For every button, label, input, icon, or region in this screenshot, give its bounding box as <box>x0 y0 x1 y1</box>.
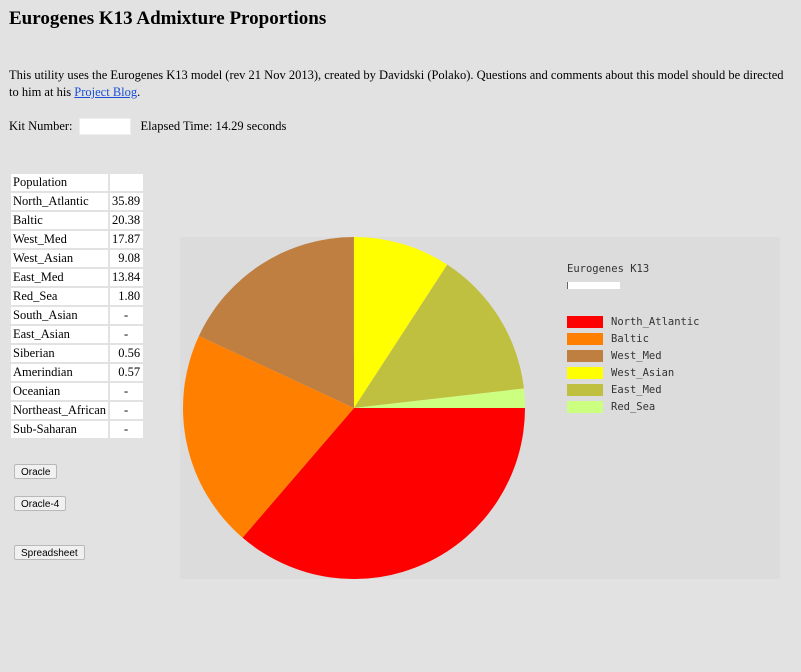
pie-slice-west-asian <box>353 237 448 408</box>
table-row: Siberian 0.56 <box>11 345 144 362</box>
intro-text: This utility uses the Eurogenes K13 mode… <box>9 68 784 99</box>
population-name: Amerindian <box>11 364 109 381</box>
table-row: South_Asian - <box>11 307 144 324</box>
legend-item: Red_Sea <box>567 398 700 415</box>
legend-swatch <box>567 400 603 413</box>
pie-chart-panel: Eurogenes K13 North_Atlantic Baltic West_M… <box>180 237 780 579</box>
legend-subtitle-box <box>567 282 620 289</box>
pie-slice-east-med <box>354 264 524 408</box>
population-name: West_Asian <box>11 250 109 267</box>
legend-swatch <box>567 332 603 345</box>
table-row: East_Med 13.84 <box>11 269 144 286</box>
oracle-4-button[interactable]: Oracle-4 <box>14 496 67 511</box>
legend-swatch <box>567 383 603 396</box>
legend-item: Baltic <box>567 330 700 347</box>
kit-number-label: Kit Number: <box>9 119 73 133</box>
pie-slice-baltic <box>183 335 354 538</box>
population-name: West_Med <box>11 231 109 248</box>
population-value: - <box>110 307 144 324</box>
value-header <box>110 174 144 191</box>
population-name: Red_Sea <box>11 288 109 305</box>
table-row: West_Med 17.87 <box>11 231 144 248</box>
spreadsheet-button[interactable]: Spreadsheet <box>14 545 85 560</box>
legend-item: East_Med <box>567 381 700 398</box>
population-name: East_Asian <box>11 326 109 343</box>
table-row: Amerindian 0.57 <box>11 364 144 381</box>
population-value: - <box>110 326 144 343</box>
legend-item: West_Med <box>567 347 700 364</box>
legend-item: West_Asian <box>567 364 700 381</box>
legend-label: North_Atlantic <box>611 315 700 328</box>
pie-chart <box>183 237 525 579</box>
chart-legend: North_Atlantic Baltic West_Med West_Asian Ea… <box>567 313 700 415</box>
page-title: Eurogenes K13 Admixture Proportions <box>9 8 327 29</box>
population-header: Population <box>11 174 109 191</box>
legend-label: West_Asian <box>611 366 675 379</box>
population-value: 17.87 <box>110 231 144 248</box>
legend-swatch <box>567 315 603 328</box>
table-row: West_Asian 9.08 <box>11 250 144 267</box>
table-row: North_Atlantic 35.89 <box>11 193 144 210</box>
table-row: Red_Sea 1.80 <box>11 288 144 305</box>
population-name: Northeast_African <box>11 402 109 419</box>
legend-swatch <box>567 366 603 379</box>
table-header-row: Population <box>11 174 144 191</box>
population-name: South_Asian <box>11 307 109 324</box>
intro-paragraph: This utility uses the Eurogenes K13 mode… <box>9 67 789 101</box>
population-value: 1.80 <box>110 288 144 305</box>
intro-end: . <box>137 85 141 99</box>
table-row: Northeast_African - <box>11 402 144 419</box>
population-value: - <box>110 421 144 438</box>
table-row: Oceanian - <box>11 383 144 400</box>
pie-slice-north-atlantic <box>242 408 525 579</box>
population-name: Baltic <box>11 212 109 229</box>
population-table: Population North_Atlantic 35.89 Baltic 20.3… <box>9 172 145 440</box>
population-name: Sub-Saharan <box>11 421 109 438</box>
population-value: 0.56 <box>110 345 144 362</box>
population-name: North_Atlantic <box>11 193 109 210</box>
population-value: 9.08 <box>110 250 144 267</box>
population-value: - <box>110 383 144 400</box>
legend-label: West_Med <box>611 349 662 362</box>
elapsed-time: Elapsed Time: 14.29 seconds <box>140 119 287 133</box>
population-name: Siberian <box>11 345 109 362</box>
pie-slice-red-sea <box>354 388 525 408</box>
table-row: Baltic 20.38 <box>11 212 144 229</box>
table-row: Sub-Saharan - <box>11 421 144 438</box>
population-name: Oceanian <box>11 383 109 400</box>
population-value: 13.84 <box>110 269 144 286</box>
legend-item: North_Atlantic <box>567 313 700 330</box>
table-row: East_Asian - <box>11 326 144 343</box>
legend-label: Baltic <box>611 332 649 345</box>
population-value: 0.57 <box>110 364 144 381</box>
population-value: 20.38 <box>110 212 144 229</box>
kit-number-input[interactable] <box>78 118 131 135</box>
pie-slice-west-med <box>198 237 354 408</box>
legend-swatch <box>567 349 603 362</box>
population-value: - <box>110 402 144 419</box>
legend-label: East_Med <box>611 383 662 396</box>
oracle-button[interactable]: Oracle <box>14 464 58 479</box>
legend-title: Eurogenes K13 <box>567 263 650 275</box>
project-blog-link[interactable]: Project Blog <box>74 85 138 99</box>
population-name: East_Med <box>11 269 109 286</box>
population-value: 35.89 <box>110 193 144 210</box>
kit-row: Kit Number: Elapsed Time: 14.29 seconds <box>9 118 286 135</box>
legend-label: Red_Sea <box>611 400 656 413</box>
